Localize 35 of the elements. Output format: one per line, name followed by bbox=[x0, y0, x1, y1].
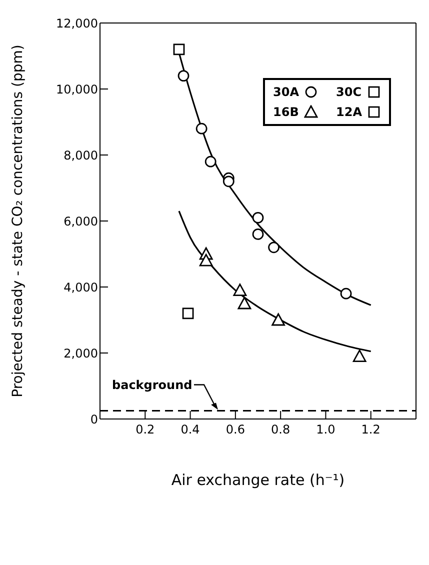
x-tick-label: 0.6 bbox=[226, 422, 245, 437]
point bbox=[252, 228, 264, 240]
x-tick-label: 0.4 bbox=[180, 422, 200, 437]
legend-label: 16B bbox=[273, 105, 299, 119]
y-tick-label: 8,000 bbox=[64, 148, 98, 162]
x-tick-label: 1.0 bbox=[316, 422, 336, 437]
y-tick-label: 12,000 bbox=[56, 16, 98, 30]
point bbox=[182, 308, 194, 320]
y-axis-title: Projected steady - state CO₂ concentrations (ppm) bbox=[10, 44, 26, 398]
x-tick-label: 1.2 bbox=[361, 422, 380, 437]
legend-label: 12A bbox=[336, 105, 362, 119]
y-tick-label: 4,000 bbox=[64, 280, 98, 294]
point bbox=[173, 44, 185, 56]
point bbox=[178, 70, 190, 82]
point bbox=[204, 156, 216, 168]
y-tick-label: 2,000 bbox=[64, 346, 98, 360]
x-tick-label: 0.2 bbox=[136, 422, 155, 437]
point bbox=[233, 284, 247, 296]
point bbox=[252, 212, 264, 224]
point bbox=[340, 288, 352, 300]
point bbox=[272, 313, 286, 326]
y-tick-label: 6,000 bbox=[64, 214, 98, 228]
point bbox=[196, 122, 208, 134]
point bbox=[268, 242, 280, 254]
x-tick-label: 0.8 bbox=[271, 422, 290, 437]
point bbox=[222, 176, 234, 188]
y-tick-label: 0 bbox=[90, 412, 98, 426]
point bbox=[352, 350, 366, 362]
point bbox=[238, 296, 252, 310]
point bbox=[199, 254, 213, 266]
legend-label: 30A bbox=[273, 85, 299, 99]
y-tick-label: 10,000 bbox=[56, 82, 98, 96]
legend-label: 30C bbox=[336, 85, 362, 99]
ref-line-label: background bbox=[112, 378, 192, 392]
x-axis-title: Air exchange rate (h⁻¹) bbox=[171, 471, 345, 489]
